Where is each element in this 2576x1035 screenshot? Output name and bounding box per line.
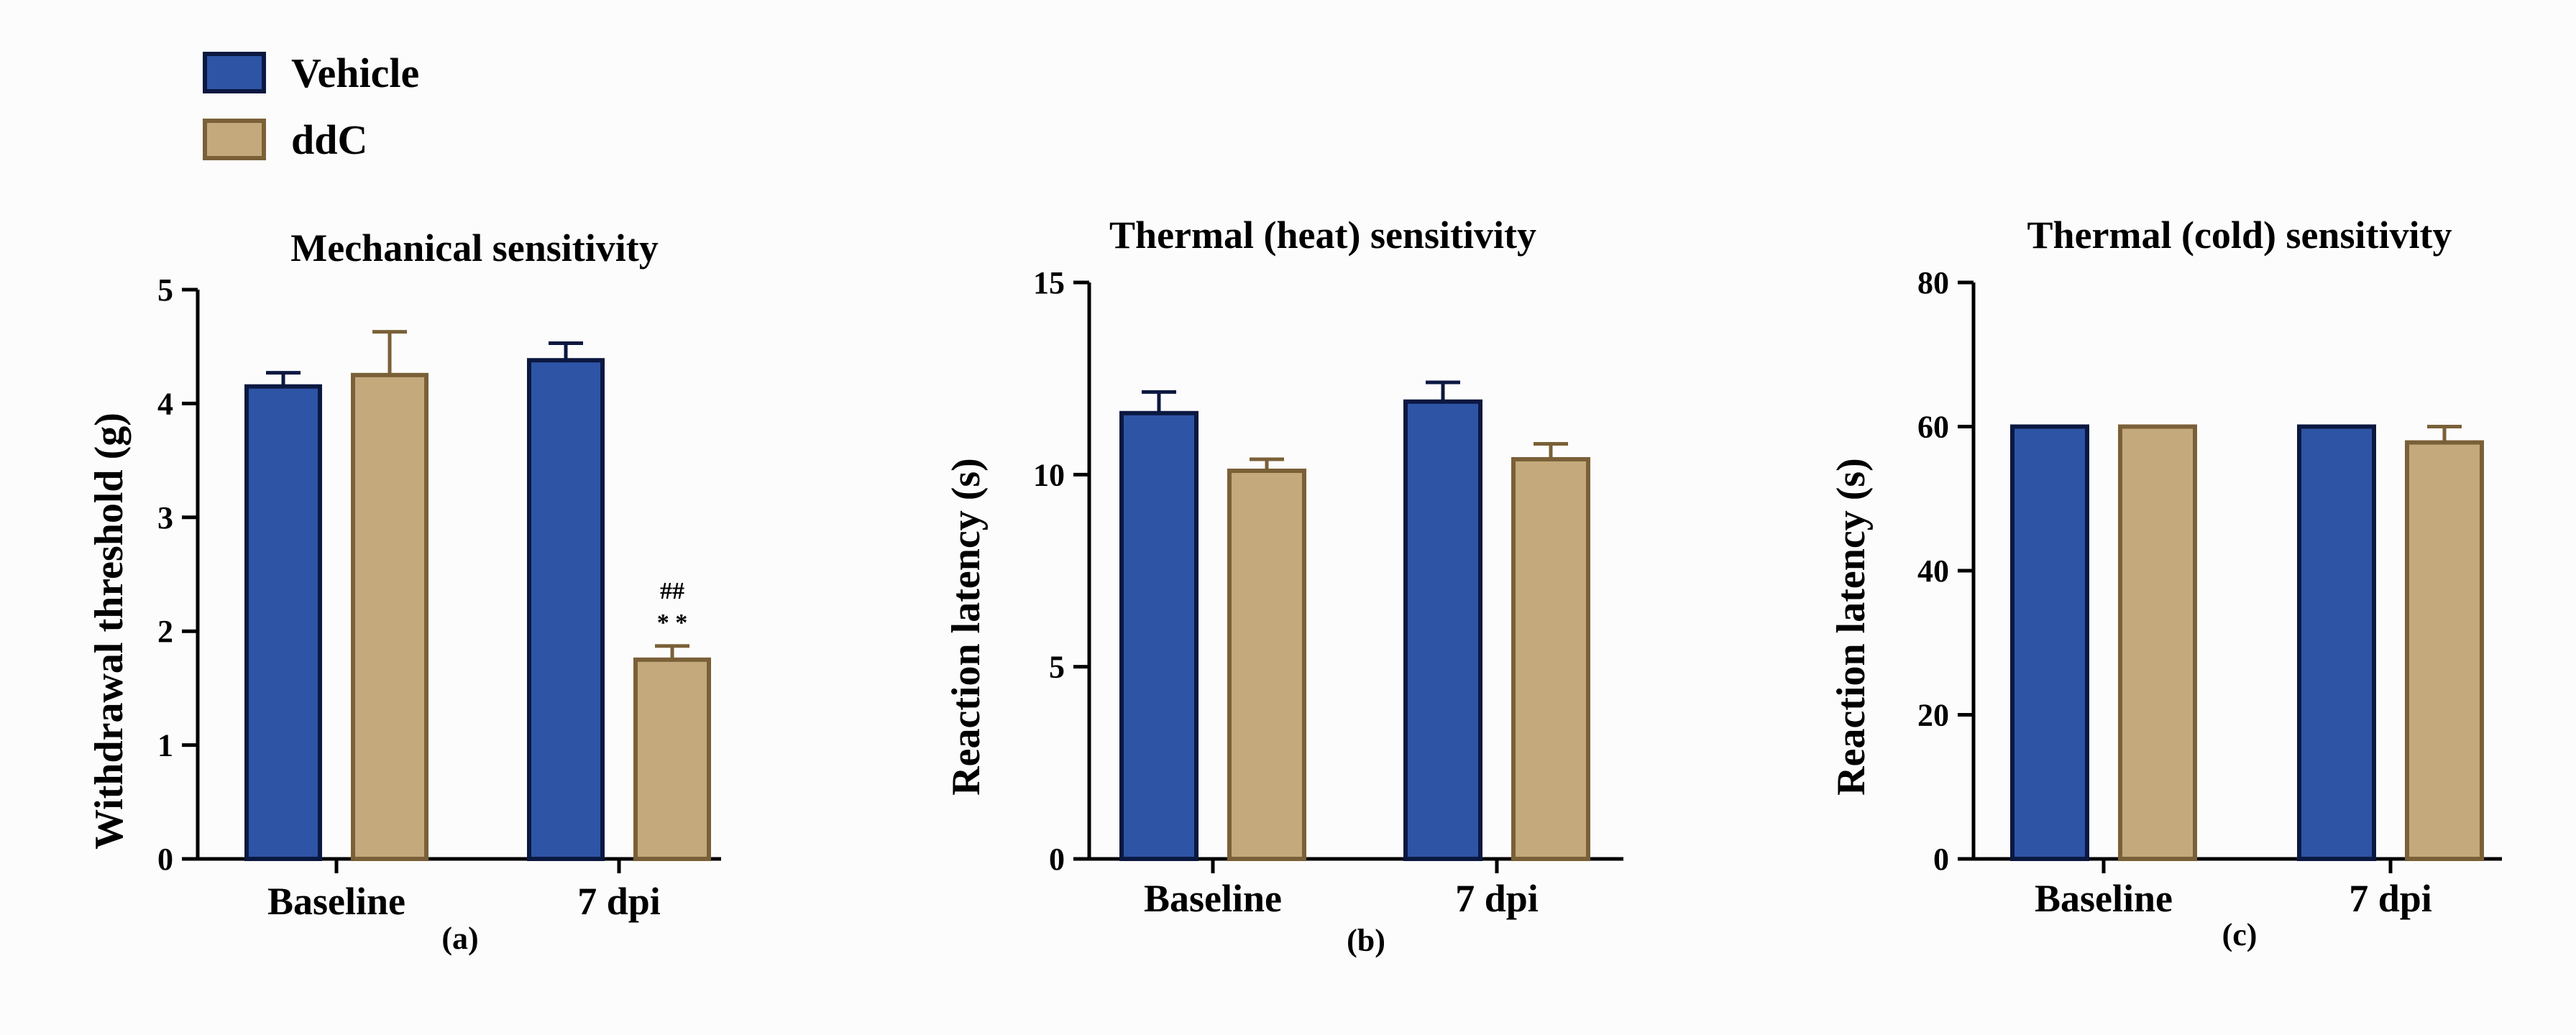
x-tick-label: 7 dpi bbox=[2349, 877, 2432, 920]
x-tick-label: Baseline bbox=[2035, 877, 2173, 920]
y-tick-label: 1 bbox=[157, 728, 173, 763]
y-tick-label: 20 bbox=[1917, 698, 1949, 733]
legend-label-vehicle: Vehicle bbox=[291, 50, 419, 96]
y-axis-label: Reaction latency (s) bbox=[1829, 458, 1874, 796]
chart-marks: 0 1 2 3 4 5 Baseline 7 dpi * * ## bbox=[157, 272, 721, 923]
y-tick-label: 10 bbox=[1033, 457, 1065, 492]
y-tick-label: 5 bbox=[1049, 650, 1065, 685]
y-axis-label: Reaction latency (s) bbox=[944, 458, 989, 796]
y-tick-label: 3 bbox=[157, 500, 173, 535]
panel-label: (c) bbox=[2222, 917, 2258, 952]
x-tick-label: Baseline bbox=[1144, 877, 1282, 920]
chart-marks: 0 5 10 15 Baseline 7 dpi bbox=[1033, 265, 1623, 920]
bar-vehicle-baseline bbox=[1119, 410, 1198, 861]
legend: Vehicle ddC bbox=[203, 50, 419, 163]
significance-marker: ## bbox=[660, 578, 684, 604]
y-tick-label: 15 bbox=[1033, 265, 1065, 300]
x-tick-label: 7 dpi bbox=[1455, 877, 1539, 920]
bar-vehicle-7-dpi bbox=[527, 358, 605, 861]
y-tick-label: 60 bbox=[1917, 410, 1949, 445]
x-tick-label: 7 dpi bbox=[577, 880, 661, 923]
bar-vehicle-7-dpi bbox=[1403, 399, 1482, 861]
y-tick-label: 0 bbox=[1933, 842, 1949, 877]
y-tick-label: 0 bbox=[157, 842, 173, 877]
panel-label: (a) bbox=[441, 921, 478, 956]
bar-vehicle-7-dpi bbox=[2297, 424, 2376, 861]
y-axis-label: Withdrawal threshold (g) bbox=[87, 413, 132, 850]
y-tick-label: 4 bbox=[157, 386, 173, 421]
bar-vehicle-baseline bbox=[2010, 424, 2089, 861]
legend-swatch-ddc bbox=[203, 119, 266, 160]
y-tick-label: 2 bbox=[157, 614, 173, 649]
bar-ddc-7-dpi bbox=[2405, 440, 2484, 861]
chart-title: Thermal (heat) sensitivity bbox=[1109, 213, 1536, 257]
chart-title: Mechanical sensitivity bbox=[290, 226, 658, 270]
y-tick-label: 5 bbox=[157, 272, 173, 308]
legend-label-ddc: ddC bbox=[291, 116, 367, 163]
chart-title: Thermal (cold) sensitivity bbox=[2027, 213, 2452, 257]
bar-ddc-baseline bbox=[2118, 424, 2197, 861]
chart-marks: 0 20 40 60 80 Baseline 7 dpi bbox=[1917, 265, 2502, 920]
bar-ddc-baseline bbox=[1227, 468, 1306, 861]
chart-panel-a: Mechanical sensitivity Withdrawal thresh… bbox=[87, 226, 721, 956]
x-tick-label: Baseline bbox=[267, 880, 405, 923]
chart-panel-b: Thermal (heat) sensitivity Reaction late… bbox=[944, 213, 1623, 958]
bar-vehicle-baseline bbox=[244, 384, 322, 861]
chart-panel-c: Thermal (cold) sensitivity Reaction late… bbox=[1829, 213, 2502, 952]
bar-ddc-baseline bbox=[351, 372, 428, 861]
bar-ddc-7-dpi bbox=[1511, 456, 1590, 861]
significance-marker: * * bbox=[657, 610, 688, 636]
panel-label: (b) bbox=[1347, 923, 1385, 958]
y-tick-label: 0 bbox=[1049, 842, 1065, 877]
y-tick-label: 80 bbox=[1917, 265, 1949, 300]
bar-ddc-7-dpi bbox=[633, 657, 711, 861]
legend-swatch-vehicle bbox=[203, 52, 266, 93]
y-tick-label: 40 bbox=[1917, 553, 1949, 589]
